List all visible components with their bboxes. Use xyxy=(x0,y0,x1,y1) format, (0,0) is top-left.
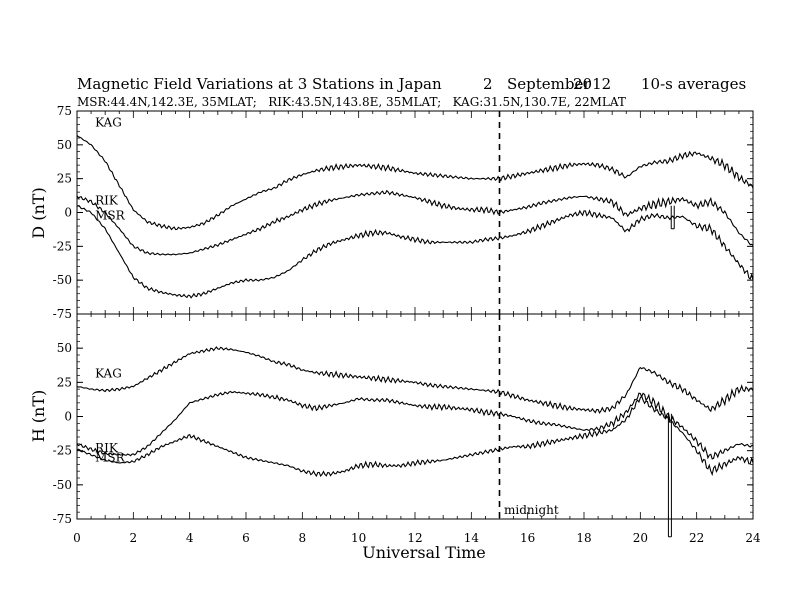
x-tick-label: 6 xyxy=(242,531,250,545)
d-ytick-label: 75 xyxy=(57,104,72,118)
x-tick-label: 0 xyxy=(73,531,81,545)
d-ytick-label: 25 xyxy=(57,172,72,186)
x-tick-label: 20 xyxy=(633,531,648,545)
h-series-label-rik: RIK xyxy=(95,441,119,455)
x-tick-label: 24 xyxy=(745,531,761,545)
d-ytick-label: -75 xyxy=(53,307,72,321)
h-ytick-label: -25 xyxy=(53,444,72,458)
d-series-kag xyxy=(76,134,754,231)
x-axis-label: Universal Time xyxy=(362,543,485,562)
h-ytick-label: 50 xyxy=(57,341,72,355)
x-tick-label: 2 xyxy=(130,531,138,545)
x-tick-label: 8 xyxy=(299,531,307,545)
d-ytick-label: -25 xyxy=(53,239,72,253)
chart-month: September xyxy=(507,75,591,93)
x-tick-label: 16 xyxy=(520,531,535,545)
chart-day: 2 xyxy=(483,75,493,93)
h-ytick-label: -50 xyxy=(53,478,72,492)
d-ytick-label: 50 xyxy=(57,138,72,152)
d-series-rik xyxy=(76,189,754,256)
x-tick-label: 12 xyxy=(407,531,422,545)
h-ytick-label: -75 xyxy=(53,512,72,526)
h-series-kag xyxy=(76,346,754,414)
chart-title: Magnetic Field Variations at 3 Stations … xyxy=(77,75,442,93)
chart-year: 2012 xyxy=(573,75,611,93)
h-ytick-label: 0 xyxy=(64,410,72,424)
x-tick-label: 14 xyxy=(464,531,480,545)
x-tick-label: 4 xyxy=(186,531,194,545)
h-axis-label: H (nT) xyxy=(29,390,48,443)
d-series-msr xyxy=(76,205,754,299)
d-ytick-label: -50 xyxy=(53,273,72,287)
chart-averaging: 10-s averages xyxy=(641,75,746,93)
d-series-label-msr: MSR xyxy=(95,209,126,223)
d-series-label-rik: RIK xyxy=(95,193,119,207)
d-panel-frame xyxy=(76,110,754,315)
x-tick-label: 18 xyxy=(576,531,591,545)
x-tick-label: 10 xyxy=(351,531,366,545)
d-ytick-label: 0 xyxy=(64,206,72,220)
h-series-rik xyxy=(76,390,754,460)
h-series-label-msr: MSR xyxy=(95,450,126,464)
h-series-label-kag: KAG xyxy=(95,366,122,380)
midnight-label: midnight xyxy=(504,503,559,517)
d-series-label-kag: KAG xyxy=(95,115,122,129)
x-tick-label: 22 xyxy=(689,531,704,545)
chart-stations-subtitle: MSR:44.4N,142.3E, 35MLAT; RIK:43.5N,143.… xyxy=(77,95,626,109)
d-axis-label: D (nT) xyxy=(29,187,48,238)
h-series-msr xyxy=(76,394,754,478)
h-ytick-label: 25 xyxy=(57,375,72,389)
